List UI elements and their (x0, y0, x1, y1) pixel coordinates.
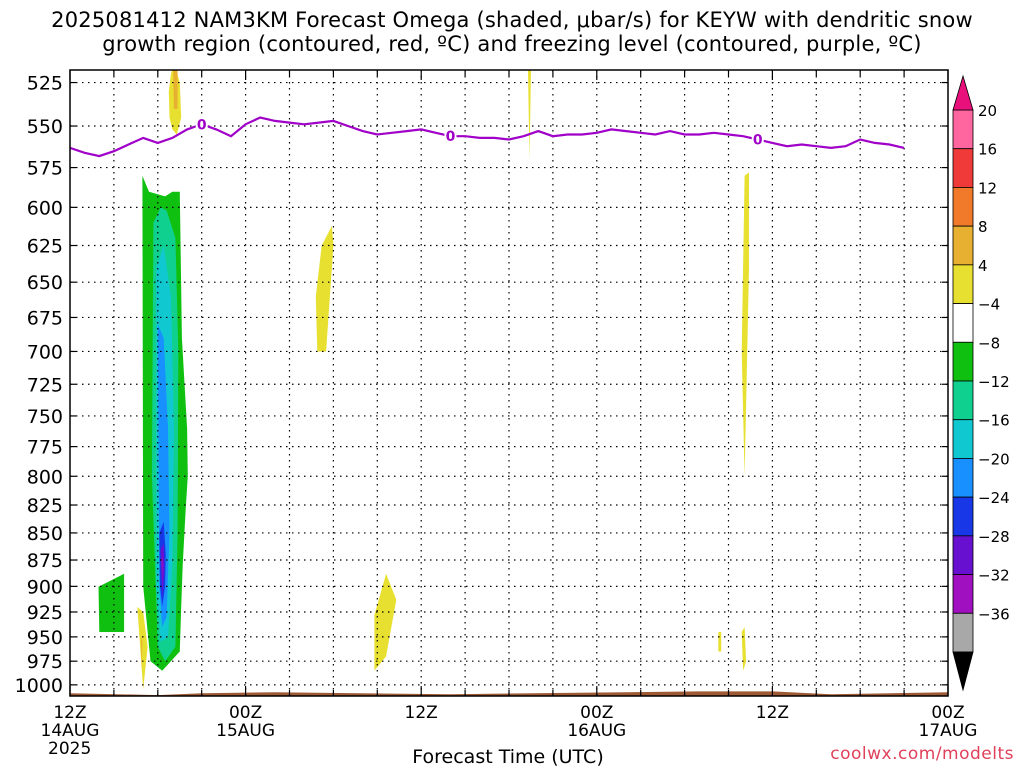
colorbar-label: −20 (978, 450, 1010, 468)
colorbar-top-arrow (952, 74, 974, 111)
colorbar-label: −12 (978, 373, 1010, 391)
x-tick-label: 2025 (48, 739, 91, 759)
colorbar-segment (952, 225, 974, 266)
colorbar-segment (952, 341, 974, 382)
colorbar-segment (952, 148, 974, 188)
colorbar-label: −16 (978, 412, 1010, 430)
omega-region-14 (374, 573, 397, 671)
colorbar-bottom-arrow (952, 651, 974, 692)
x-tick-label: 17AUG (919, 721, 978, 741)
y-tick-label: 750 (27, 406, 63, 428)
x-tick-label: 12Z (53, 703, 86, 723)
x-axis-label: Forecast Time (UTC) (0, 746, 1024, 768)
omega-region-8 (160, 543, 165, 597)
x-tick-label: 00Z (931, 703, 964, 723)
colorbar-segment (952, 458, 974, 498)
y-tick-label: 600 (27, 197, 63, 219)
y-tick-label: 900 (27, 576, 63, 598)
omega-region-17 (741, 627, 747, 671)
colorbar-label: −24 (978, 489, 1010, 507)
chart-title-line-2: growth region (contoured, red, ºC) and f… (102, 32, 922, 56)
y-tick-label: 575 (27, 158, 63, 180)
omega-region-10 (98, 573, 125, 632)
y-tick-label: 525 (27, 73, 63, 95)
colorbar-segment (952, 109, 974, 150)
y-tick-label: 850 (27, 523, 63, 545)
credit-text: coolwx.com/modelts (830, 744, 1014, 764)
omega-region-13 (315, 225, 334, 352)
colorbar-segment (952, 496, 974, 537)
omega-region-12 (141, 636, 143, 671)
colorbar-label: −36 (978, 605, 1010, 623)
colorbar-label: −28 (978, 528, 1010, 546)
colorbar-label: −4 (978, 296, 1000, 314)
y-tick-label: 550 (27, 116, 63, 138)
colorbar-segment (952, 264, 974, 304)
omega-region-2 (528, 70, 531, 160)
y-axis: 525 550 575 600 625 650 675 700 725 750 775 800 825 8… (15, 73, 948, 697)
colorbar-segment (952, 187, 974, 227)
freezing-level-label-bg (444, 128, 457, 145)
freezing-level-label: 0 (753, 133, 763, 149)
y-tick-label: 800 (27, 466, 63, 488)
omega-region-1 (173, 70, 178, 109)
y-tick-label: 925 (27, 602, 63, 624)
omega-region-15 (741, 172, 749, 477)
freezing-level-layer: 0 0 0 (70, 116, 905, 158)
omega-shading-layer (98, 70, 749, 690)
y-tick-label: 625 (27, 236, 63, 258)
x-tick-label: 12Z (405, 703, 438, 723)
x-tick-label: 14AUG (41, 721, 100, 741)
chart-title-line-1: 2025081412 NAM3KM Forecast Omega (shaded… (51, 8, 973, 32)
x-tick-label: 00Z (580, 703, 613, 723)
colorbar-segment (952, 612, 974, 653)
omega-region-16 (718, 632, 722, 652)
colorbar-label: 8 (978, 218, 988, 236)
colorbar: 20 16 12 8 4 −4 −8 −12 −16 −20 −24 −28 −32 −36 (952, 74, 1010, 692)
freezing-level-label: 0 (197, 117, 207, 133)
colorbar-label: 16 (978, 141, 997, 159)
colorbar-segment (952, 535, 974, 575)
y-tick-label: 825 (27, 495, 63, 517)
colorbar-segment (952, 574, 974, 614)
colorbar-segment (952, 419, 974, 459)
y-tick-label: 975 (27, 651, 63, 673)
y-tick-label: 1000 (15, 675, 63, 697)
x-tick-label: 15AUG (216, 721, 275, 741)
colorbar-label: 4 (978, 257, 988, 275)
colorbar-label: 12 (978, 179, 997, 197)
omega-region-9 (161, 556, 163, 582)
colorbar-label: −8 (978, 334, 1000, 352)
freezing-level-line (70, 116, 905, 158)
y-tick-label: 875 (27, 550, 63, 572)
grid-layer (70, 70, 948, 696)
colorbar-segment (952, 303, 974, 343)
colorbar-label: −32 (978, 567, 1010, 585)
freezing-level-label: 0 (446, 129, 456, 145)
y-tick-label: 950 (27, 627, 63, 649)
colorbar-label: 20 (978, 102, 997, 120)
x-axis-label-text: Forecast Time (UTC) (412, 746, 604, 768)
x-tick-label: 00Z (229, 703, 262, 723)
colorbar-segment (952, 380, 974, 421)
freezing-level-label-bg (751, 131, 764, 148)
x-tick-label: 12Z (756, 703, 789, 723)
omega-region-11 (137, 606, 148, 690)
y-tick-label: 675 (27, 307, 63, 329)
x-tick-label: 16AUG (567, 721, 626, 741)
y-tick-label: 650 (27, 272, 63, 294)
y-tick-label: 700 (27, 341, 63, 363)
y-tick-label: 775 (27, 437, 63, 459)
y-tick-label: 725 (27, 374, 63, 396)
freezing-level-label-bg (195, 116, 208, 133)
